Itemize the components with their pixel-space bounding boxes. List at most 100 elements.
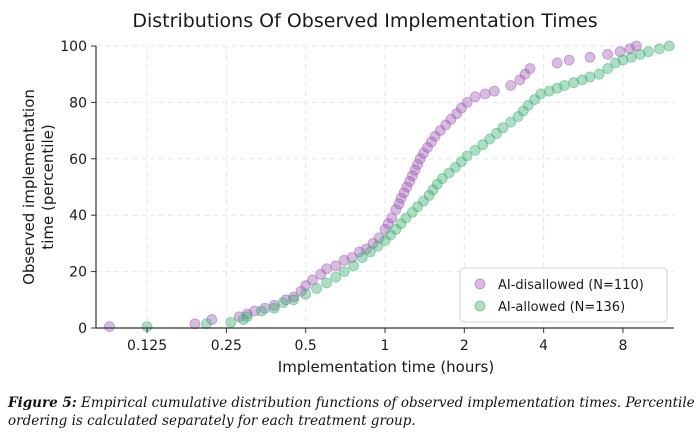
data-point (356, 252, 368, 263)
data-point (456, 102, 467, 114)
data-point (593, 68, 605, 80)
data-point (427, 184, 439, 196)
data-point (617, 54, 629, 66)
data-point (412, 159, 424, 170)
data-point (643, 46, 654, 58)
data-point (390, 204, 402, 215)
data-point (418, 147, 429, 159)
x-tick-label: 4 (539, 338, 548, 354)
data-point (256, 305, 267, 317)
x-axis-label: Implementation time (hours) (278, 358, 494, 376)
legend-label: AI-disallowed (N=110) (498, 278, 644, 293)
y-tick-label: 100 (60, 39, 87, 55)
data-point (321, 263, 332, 275)
data-point (338, 254, 350, 266)
legend-marker (474, 300, 486, 312)
data-point (104, 321, 115, 332)
data-point (634, 49, 646, 60)
data-point (505, 116, 517, 128)
data-point (386, 212, 398, 224)
legend: AI-disallowed (N=110) AI-allowed (N=136) (459, 267, 668, 323)
data-point (414, 153, 426, 165)
x-tick-label: 1 (381, 338, 390, 354)
x-tick-label: 0.125 (127, 338, 167, 354)
axes (91, 45, 674, 333)
data-point (330, 260, 342, 272)
data-point (479, 88, 491, 100)
data-point (653, 43, 665, 55)
y-tick-label: 60 (69, 152, 87, 168)
data-point (306, 274, 318, 286)
data-point (300, 288, 312, 300)
data-point (395, 192, 407, 204)
data-point (488, 85, 500, 97)
data-point (425, 136, 437, 148)
data-point (409, 164, 421, 176)
data-point (456, 156, 467, 168)
data-point (418, 195, 429, 207)
data-point (241, 311, 253, 323)
data-point (401, 181, 413, 193)
data-point (505, 80, 517, 91)
x-tick-label: 8 (618, 338, 627, 354)
data-point (584, 51, 596, 63)
data-point (225, 316, 237, 328)
legend-label: AI-allowed (N=136) (498, 300, 625, 315)
data-point (404, 175, 416, 187)
data-point (311, 283, 322, 294)
data-points (104, 40, 675, 332)
y-tick-label: 20 (69, 265, 87, 281)
data-point (614, 46, 626, 58)
data-point (393, 198, 405, 210)
data-point (469, 144, 481, 156)
y-tick-label: 0 (78, 321, 87, 337)
data-point (321, 277, 332, 289)
data-point (268, 302, 280, 314)
y-tick-label: 80 (69, 95, 87, 111)
data-point (379, 235, 391, 246)
data-point (398, 187, 410, 199)
data-point (288, 291, 300, 303)
data-point (563, 54, 575, 66)
data-point (382, 218, 394, 230)
x-tick-label: 0.25 (211, 338, 242, 354)
data-point (288, 294, 300, 306)
data-point (330, 271, 342, 283)
data-point (497, 122, 509, 134)
data-point (434, 125, 446, 137)
data-point (379, 223, 391, 235)
data-point (406, 170, 418, 182)
data-point (624, 43, 636, 55)
x-tick-label: 0.5 (295, 338, 317, 354)
data-point (543, 85, 555, 97)
data-point (625, 51, 637, 63)
data-point (461, 97, 473, 108)
data-point (372, 240, 384, 252)
x-tick-label: 2 (460, 338, 469, 354)
data-point (338, 266, 350, 278)
legend-box (459, 267, 668, 323)
y-tick-label: 40 (69, 208, 87, 224)
data-point (189, 318, 201, 330)
data-point (602, 63, 614, 74)
data-point (422, 142, 433, 153)
data-point (576, 74, 588, 86)
data-point (584, 71, 596, 83)
data-point (277, 297, 289, 309)
data-point (354, 246, 365, 258)
data-point (663, 40, 675, 52)
data-point (568, 77, 580, 89)
data-point (602, 49, 614, 60)
data-point (477, 139, 489, 151)
data-point (524, 63, 536, 74)
data-point (535, 88, 547, 100)
data-point (373, 232, 385, 244)
figure-caption: Figure 5: Empirical cumulative distribut… (8, 394, 696, 430)
data-point (423, 190, 435, 201)
data-point (348, 260, 359, 272)
data-point (445, 113, 457, 125)
data-point (364, 246, 376, 258)
caption-label: Figure 5: (8, 395, 77, 411)
caption-text: Empirical cumulative distribution functi… (8, 395, 695, 429)
